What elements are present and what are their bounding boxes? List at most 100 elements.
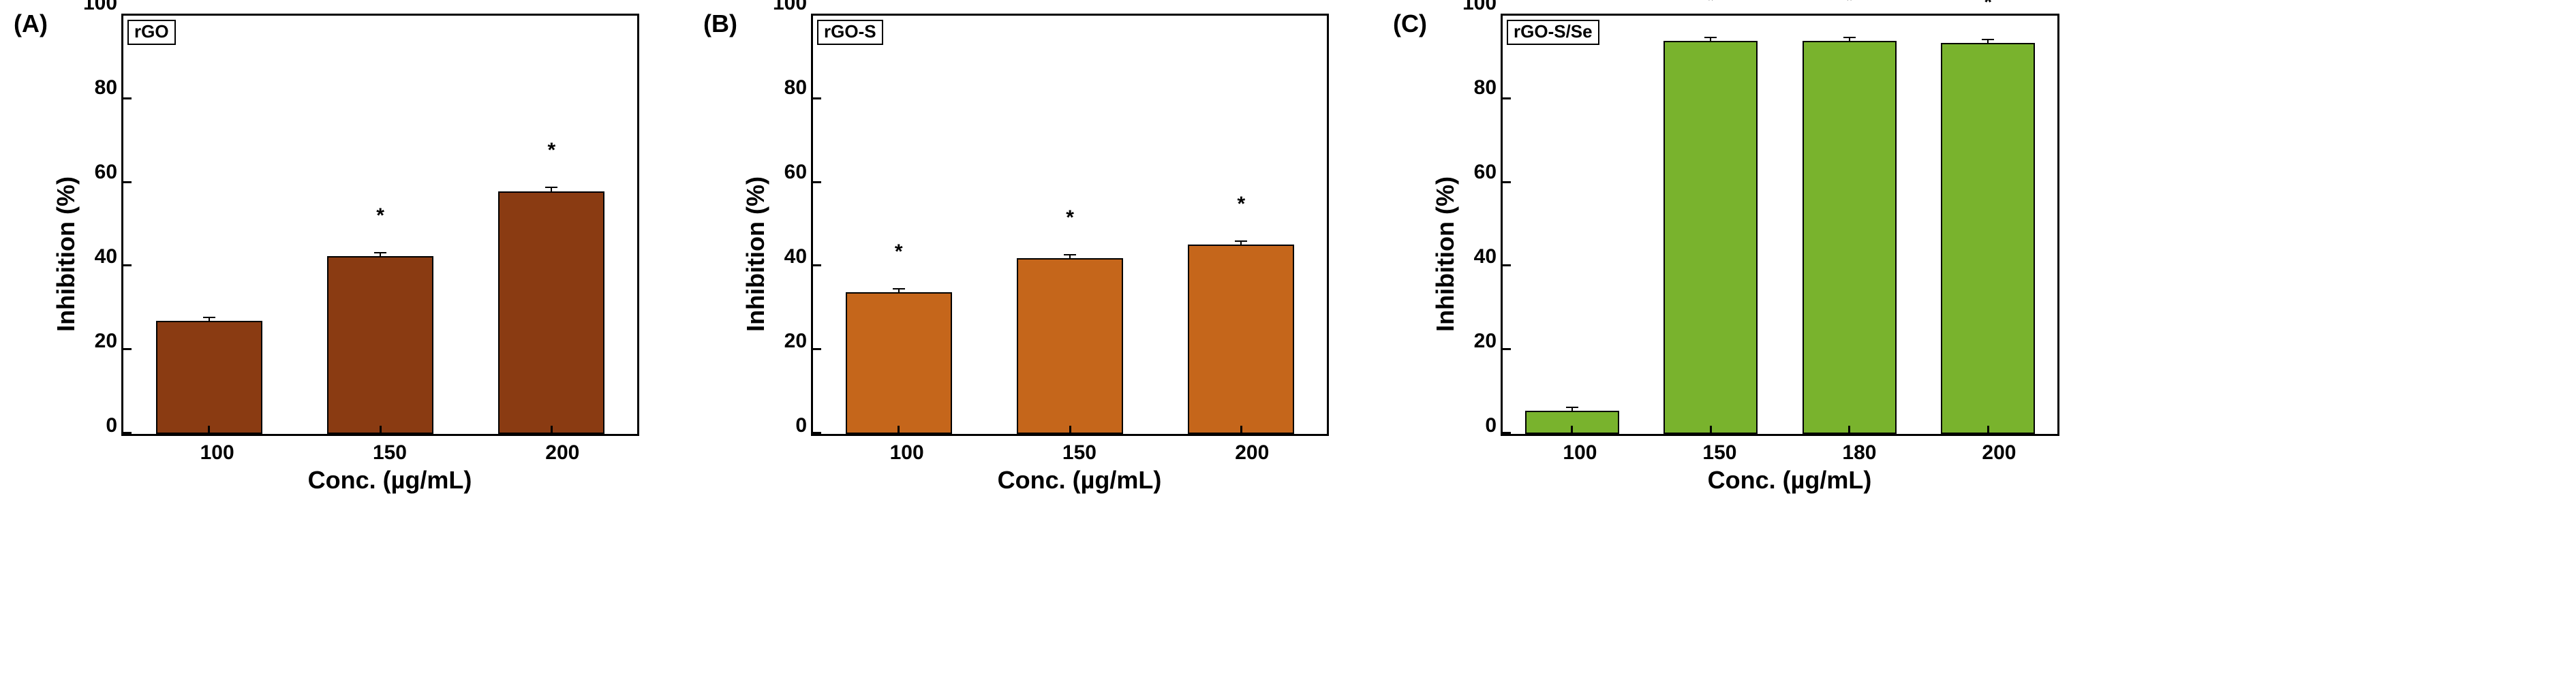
panel: (C)Inhibition (%)100806040200***rGO-S/Se… (1393, 14, 2069, 495)
panel-tag: (C) (1393, 10, 1427, 38)
significance-star: * (1066, 206, 1074, 230)
x-tick-label: 180 (1790, 441, 1929, 465)
y-tick-label: 100 (83, 0, 117, 14)
panel: (B)Inhibition (%)100806040200***rGO-S100… (703, 14, 1338, 495)
x-axis-label: Conc. (µg/mL) (821, 466, 1338, 495)
y-tick-mark (812, 14, 821, 16)
x-tick-mark (1571, 426, 1573, 435)
y-tick-label: 0 (106, 414, 117, 437)
y-tick-mark (812, 348, 821, 350)
significance-star: * (895, 240, 903, 264)
y-tick-mark (1501, 264, 1511, 266)
significance-star: * (376, 204, 384, 228)
x-axis-label: Conc. (µg/mL) (131, 466, 649, 495)
x-tick-mark (208, 426, 210, 435)
plot-with-yticks: 100806040200***rGO-S/Se (1462, 14, 2069, 436)
x-tick-mark (898, 426, 900, 435)
y-tick-mark (1501, 14, 1511, 16)
spacer (773, 436, 821, 465)
y-tick-label: 100 (1462, 0, 1497, 14)
x-tick-mark (1987, 426, 1989, 435)
bar (1663, 41, 1758, 434)
chart-row: Inhibition (%)100806040200**rGO100150200… (52, 14, 649, 495)
y-tick-mark (122, 181, 132, 183)
plot-with-yticks: 100806040200***rGO-S (773, 14, 1338, 436)
plot-column: 100806040200***rGO-S100150200Conc. (µg/m… (773, 14, 1338, 495)
plot-area: * * * rGO-S (811, 14, 1329, 436)
y-tick-label: 20 (95, 330, 117, 352)
bar (1188, 245, 1294, 434)
bar (1017, 258, 1123, 434)
y-tick-label: 0 (1485, 414, 1497, 437)
x-tick-label: 200 (1930, 441, 2069, 465)
x-tick-label: 100 (132, 441, 303, 465)
plot-with-yticks: 100806040200**rGO (83, 14, 649, 436)
y-tick-labels: 100806040200 (1462, 14, 1501, 436)
spacer (773, 465, 821, 495)
error-stem (551, 188, 552, 191)
spacer (1462, 436, 1510, 465)
y-tick-mark (122, 264, 132, 266)
x-tick-label: 200 (477, 441, 648, 465)
bar (498, 191, 604, 434)
significance-star: * (548, 139, 556, 162)
spacer (83, 465, 131, 495)
y-tick-label: 20 (784, 330, 807, 352)
x-tick-wrap: 100150200 (83, 436, 649, 465)
y-tick-label: 20 (1474, 330, 1497, 352)
chart-row: Inhibition (%)100806040200***rGO-S100150… (741, 14, 1338, 495)
spacer (1462, 465, 1510, 495)
bar (1803, 41, 1897, 434)
y-tick-label: 100 (773, 0, 807, 14)
error-stem (1240, 242, 1242, 245)
x-tick-label: 150 (994, 441, 1165, 465)
y-tick-labels: 100806040200 (83, 14, 121, 436)
x-tick-label: 100 (1511, 441, 1650, 465)
y-tick-label: 40 (784, 245, 807, 268)
x-axis-label: Conc. (µg/mL) (1510, 466, 2069, 495)
legend-box: rGO-S (817, 20, 883, 45)
panel-tag: (A) (14, 10, 48, 38)
bar (327, 256, 433, 434)
y-tick-mark (1501, 348, 1511, 350)
y-axis-label: Inhibition (%) (1431, 176, 1460, 332)
x-tick-wrap: 100150200 (773, 436, 1338, 465)
y-axis-label: Inhibition (%) (741, 176, 770, 332)
y-tick-mark (812, 181, 821, 183)
y-tick-mark (122, 348, 132, 350)
x-tick-mark (380, 426, 382, 435)
significance-star: * (1238, 193, 1246, 216)
y-tick-mark (122, 432, 132, 434)
x-tick-wrap: 100150180200 (1462, 436, 2069, 465)
error-stem (1987, 40, 1989, 43)
chart-wrap: Inhibition (%)100806040200***rGO-S100150… (741, 14, 1338, 495)
bar (1941, 43, 2035, 434)
y-tick-mark (1501, 97, 1511, 99)
error-stem (898, 289, 900, 292)
y-tick-mark (812, 432, 821, 434)
x-tick-label: 150 (304, 441, 475, 465)
x-tick-label: 150 (1651, 441, 1790, 465)
plot-area: ***rGO-S/Se (1501, 14, 2059, 436)
legend-box: rGO-S/Se (1507, 20, 1599, 45)
legend-box: rGO (127, 20, 176, 45)
chart-wrap: Inhibition (%)100806040200**rGO100150200… (52, 14, 649, 495)
figure-panels: (A)Inhibition (%)100806040200**rGO100150… (14, 14, 2562, 495)
y-tick-label: 40 (95, 245, 117, 268)
y-tick-label: 0 (795, 414, 807, 437)
spacer (83, 436, 131, 465)
x-tick-mark (1069, 426, 1071, 435)
significance-star: * (1845, 0, 1854, 12)
error-stem (1571, 408, 1573, 411)
y-tick-label: 80 (784, 76, 807, 99)
plot-column: 100806040200***rGO-S/Se100150180200Conc.… (1462, 14, 2069, 495)
x-label-wrap: Conc. (µg/mL) (1462, 465, 2069, 495)
y-tick-mark (812, 97, 821, 99)
y-axis-label: Inhibition (%) (52, 176, 80, 332)
error-stem (1069, 255, 1071, 258)
plot-column: 100806040200**rGO100150200Conc. (µg/mL) (83, 14, 649, 495)
error-stem (1710, 38, 1711, 41)
significance-star: * (1984, 0, 1992, 14)
y-tick-label: 60 (784, 161, 807, 183)
x-tick-mark (551, 426, 553, 435)
